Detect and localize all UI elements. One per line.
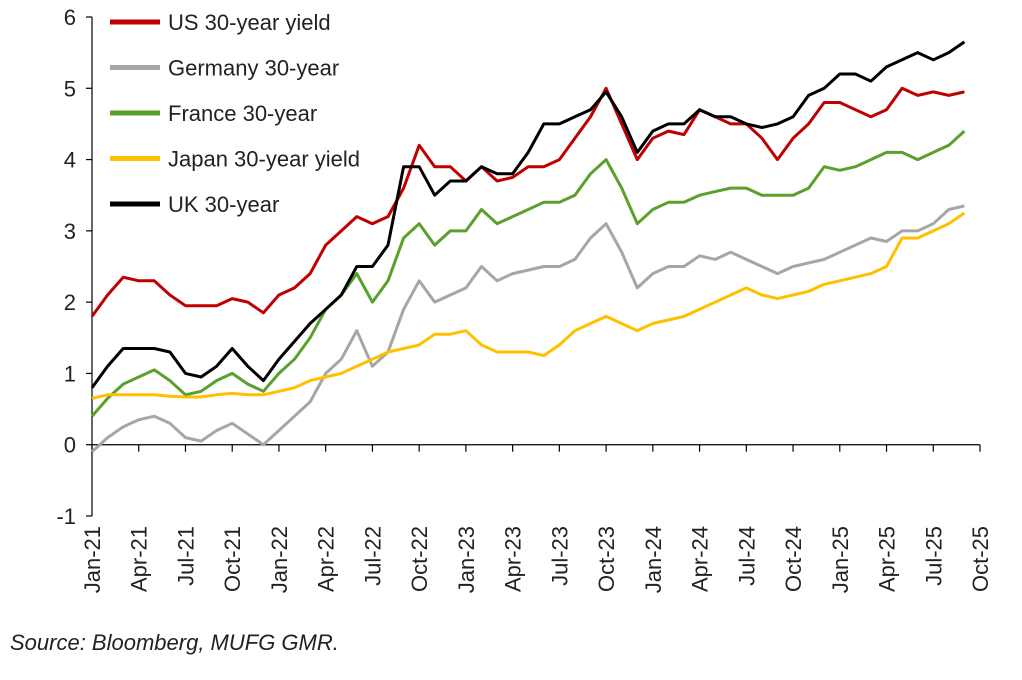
y-tick-label: 4 <box>64 148 76 173</box>
y-tick-label: 2 <box>64 290 76 315</box>
series-line <box>90 86 965 318</box>
x-tick-label: Apr-25 <box>875 526 900 592</box>
y-tick-label: 3 <box>64 219 76 244</box>
x-tick-label: Jan-21 <box>80 526 105 593</box>
legend-label: Japan 30-year yield <box>168 147 360 172</box>
x-tick-label: Jul-21 <box>173 526 198 586</box>
legend-label: US 30-year yield <box>168 10 331 35</box>
y-tick-label: 0 <box>64 433 76 458</box>
x-tick-label: Jul-24 <box>734 526 759 586</box>
x-tick-label: Oct-23 <box>594 526 619 592</box>
x-tick-label: Jul-25 <box>921 526 946 586</box>
y-tick-label: -1 <box>56 504 76 529</box>
y-tick-label: 5 <box>64 76 76 101</box>
legend-label: Germany 30-year <box>168 56 339 81</box>
y-tick-label: 6 <box>64 5 76 30</box>
x-tick-label: Jul-23 <box>547 526 572 586</box>
x-tick-label: Oct-21 <box>220 526 245 592</box>
series-line <box>90 129 966 418</box>
x-tick-label: Oct-24 <box>781 526 806 592</box>
x-tick-label: Jan-25 <box>828 526 853 593</box>
legend-label: UK 30-year <box>168 192 279 217</box>
series-line <box>91 211 966 400</box>
x-tick-label: Apr-21 <box>127 526 152 592</box>
x-tick-label: Apr-23 <box>501 526 526 592</box>
series-line <box>90 204 965 453</box>
series-line <box>90 40 966 389</box>
x-tick-label: Oct-25 <box>968 526 993 592</box>
x-tick-label: Jan-23 <box>454 526 479 593</box>
x-tick-label: Oct-22 <box>407 526 432 592</box>
x-tick-label: Apr-24 <box>688 526 713 592</box>
source-note: Source: Bloomberg, MUFG GMR. <box>10 630 339 655</box>
x-tick-label: Jan-22 <box>267 526 292 593</box>
x-tick-label: Apr-22 <box>314 526 339 592</box>
x-tick-label: Jul-22 <box>360 526 385 586</box>
legend-label: France 30-year <box>168 101 317 126</box>
y-tick-label: 1 <box>64 361 76 386</box>
x-tick-label: Jan-24 <box>641 526 666 593</box>
